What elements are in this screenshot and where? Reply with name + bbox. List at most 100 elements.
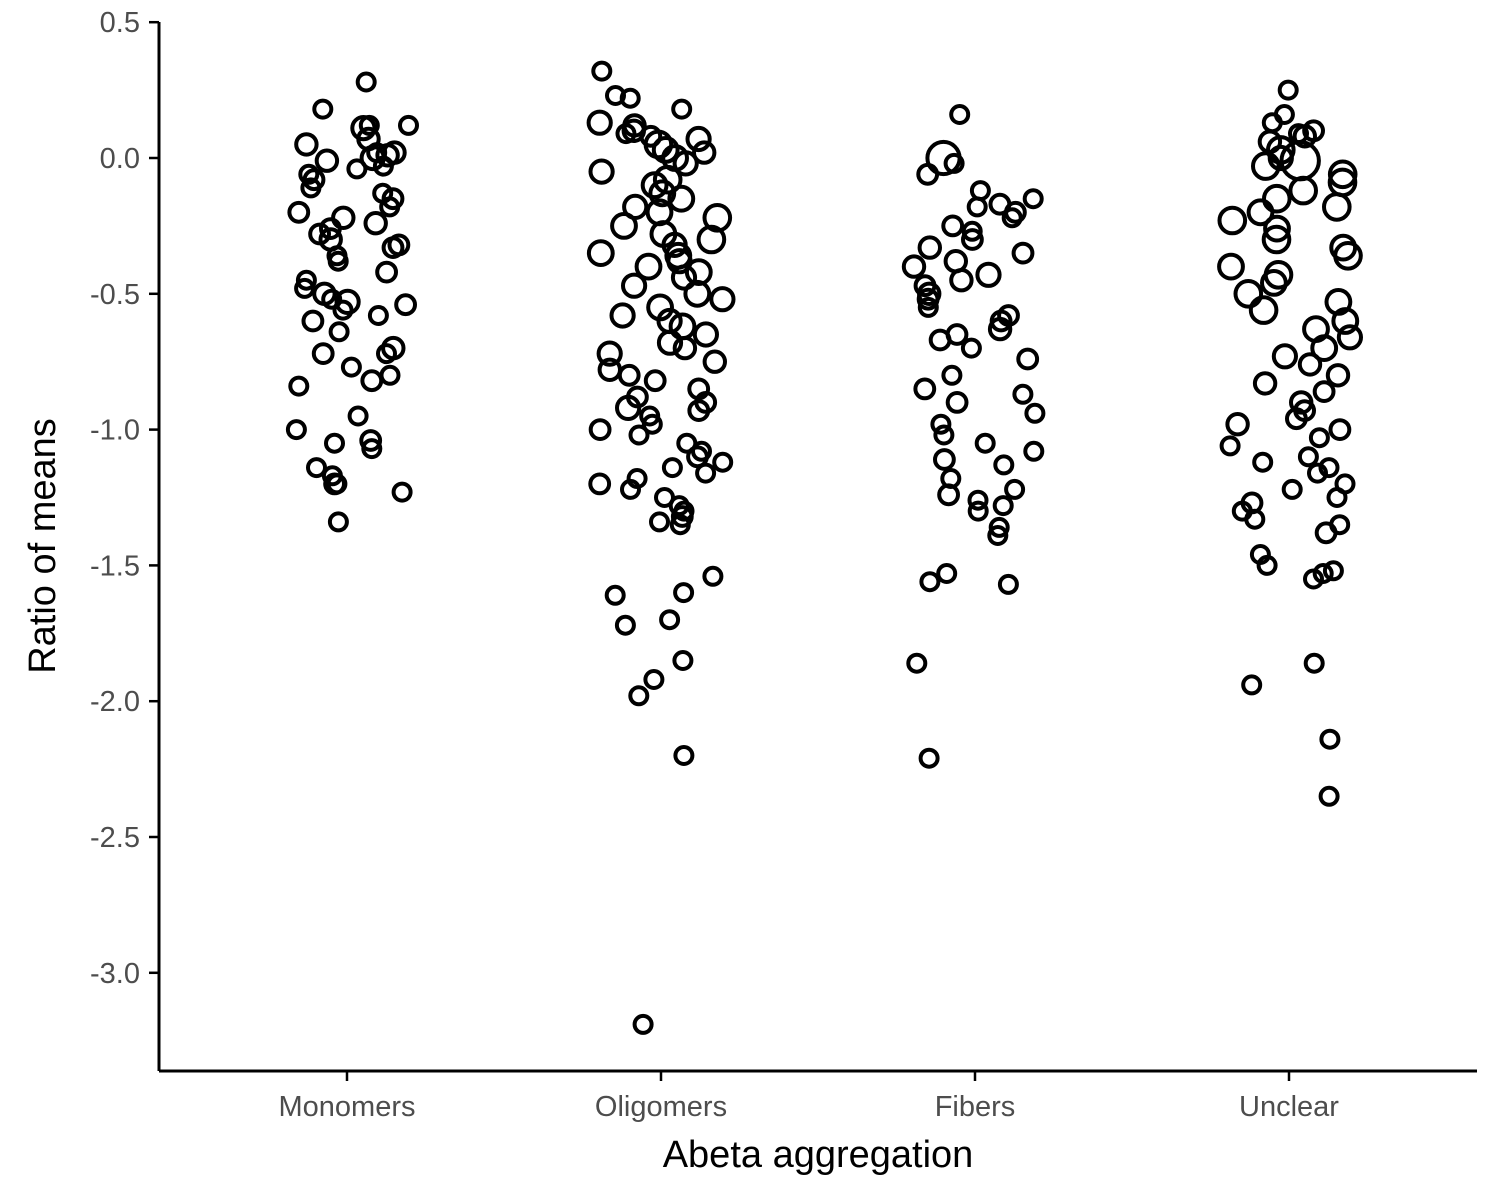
data-point [649,511,670,533]
x-tick-label: Fibers [935,1091,1016,1123]
data-point [321,288,343,310]
data-point [1261,224,1292,255]
data-point [1310,334,1339,363]
data-point [1331,307,1360,335]
data-point [987,316,1013,342]
data-point [311,342,335,366]
data-point [687,399,711,423]
data-point [326,473,348,495]
data-point [640,171,669,200]
y-tick-label: 0.0 [100,143,140,175]
data-point [294,132,319,157]
data-point [312,98,334,120]
y-axis-ticks: 0.5 0.0 -0.5 -1.0 -1.5 -2.0 -2.5 -3.0 [90,7,159,990]
data-point [1303,652,1325,674]
data-point [641,413,663,435]
data-point [298,163,320,185]
data-point [1004,478,1026,500]
data-point [327,511,349,533]
y-tick-label: -3.0 [90,958,140,990]
data-point [918,747,940,769]
data-point [331,205,356,231]
data-point [1319,728,1341,750]
data-point [620,478,641,500]
data-point [969,180,991,202]
data-point [363,211,388,236]
y-tick-label: -1.5 [90,550,140,582]
data-point [672,650,694,671]
data-point [1328,418,1352,442]
data-point [648,179,677,208]
data-point [314,148,340,173]
data-point [709,286,736,313]
data-point [941,364,963,386]
y-tick-label: 0.5 [100,7,140,39]
data-point [359,429,383,452]
data-point [288,375,310,397]
data-point [1016,347,1040,371]
data-point [1241,674,1263,696]
data-point [673,745,695,766]
data-point [933,424,955,446]
data-point [367,305,389,326]
data-point [1336,324,1364,351]
data-point [967,500,989,522]
data-point [328,321,350,343]
data-point [1011,241,1035,265]
data-point [668,312,697,341]
points-layer [285,60,1364,1035]
data-point [1225,412,1250,437]
y-tick-label: -2.0 [90,686,140,718]
data-point [967,489,989,511]
data-point [1012,383,1034,405]
data-point [1297,352,1323,377]
data-point [295,269,317,291]
data-point [596,340,623,367]
data-point [300,177,322,199]
data-point [987,525,1009,546]
data-point [609,302,636,329]
data-point [643,369,667,393]
data-point [672,150,699,177]
data-point [332,299,354,321]
data-point [379,196,401,218]
data-point [324,432,345,454]
data-point [376,343,397,365]
data-point [588,418,612,442]
x-tick-label: Monomers [279,1091,416,1123]
data-point [628,424,650,446]
x-tick-label: Oligomers [595,1091,727,1123]
data-point [1260,269,1288,297]
data-point [686,445,709,469]
data-point [1281,478,1303,500]
data-point [394,293,418,317]
data-point [988,516,1010,538]
data-point [1262,183,1292,214]
data-point [683,279,712,308]
data-point [346,158,368,180]
data-point [588,472,612,496]
y-tick-label: -2.5 [90,822,140,854]
data-point [906,652,928,674]
data-point [1246,198,1275,227]
data-point [949,268,974,293]
data-point [669,514,691,536]
data-point [671,98,693,120]
data-point [621,272,648,299]
data-point [667,184,696,213]
data-point [943,152,965,174]
data-point [1251,151,1281,181]
data-point [1333,241,1363,271]
data-point [695,462,717,484]
data-point [1297,446,1319,468]
data-point [937,483,960,507]
data-point [615,394,642,421]
data-point [661,457,683,479]
data-point [1256,554,1278,576]
data-point [702,349,727,374]
data-point [586,239,615,268]
data-point [949,104,971,125]
data-point [1288,175,1318,206]
data-point [1263,214,1291,243]
